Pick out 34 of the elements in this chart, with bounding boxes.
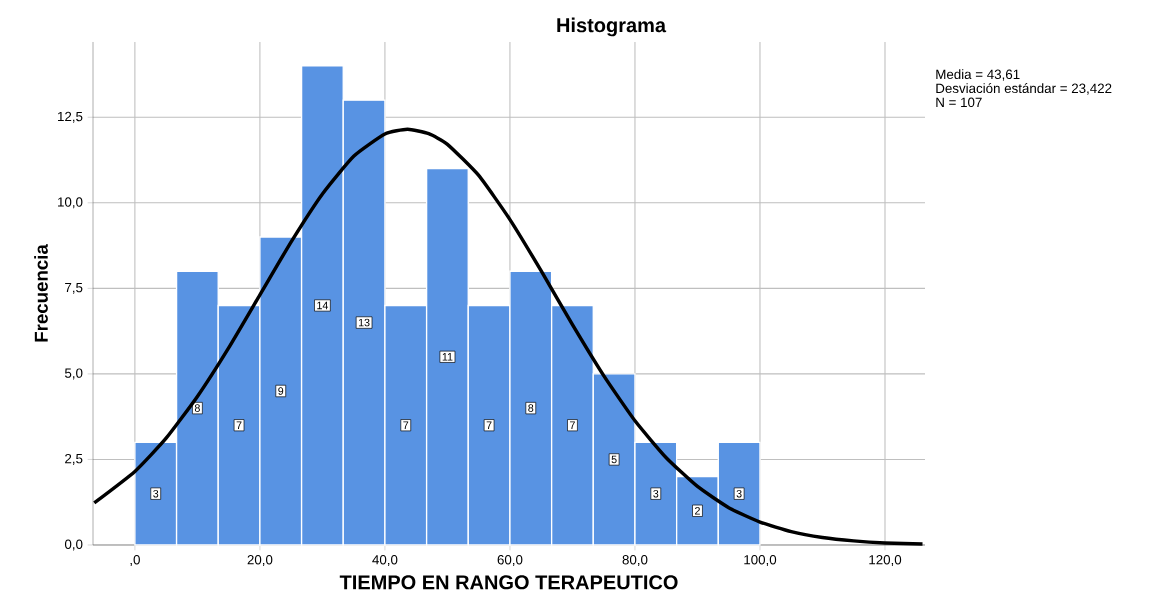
data-label: 2 — [695, 507, 700, 515]
data-label: 8 — [528, 404, 534, 412]
data-label: 3 — [153, 489, 159, 498]
data-label: 3 — [736, 489, 742, 498]
data-label: 14 — [317, 301, 329, 310]
data-label: 5 — [611, 455, 617, 464]
x-tick-label: 120,0 — [869, 555, 902, 567]
x-tick-label: 100,0 — [744, 555, 777, 567]
data-label: 7 — [236, 421, 242, 429]
x-tick-label: 60,0 — [497, 555, 523, 567]
x-tick-label: 80,0 — [622, 555, 648, 567]
y-tick-label: 5,0 — [64, 368, 83, 380]
y-axis-title: Frecuencia — [34, 244, 48, 342]
data-label: 3 — [653, 489, 659, 498]
data-label: 7 — [486, 421, 492, 429]
x-tick-label: 40,0 — [372, 555, 398, 567]
y-tick-label: 12,5 — [58, 111, 83, 123]
y-tick-label: 2,5 — [65, 453, 83, 465]
text: Desviación estándar = 23,422 — [936, 83, 1112, 95]
y-tick-label: 10,0 — [58, 197, 83, 209]
y-tick-label: 0,0 — [64, 539, 83, 551]
text: Media = 43,61 — [936, 69, 1020, 81]
y-tick-label: 7,5 — [65, 282, 83, 294]
text: N = 107 — [936, 97, 982, 108]
data-label: 11 — [442, 353, 453, 361]
x-tick-label: 20,0 — [247, 555, 273, 567]
chart-title: Histograma — [557, 17, 667, 37]
data-label: 9 — [278, 387, 284, 395]
x-axis-title: TIEMPO EN RANGO TERAPEUTICO — [339, 575, 678, 590]
x-tick-label: ,0 — [130, 555, 140, 567]
data-label: 7 — [403, 421, 409, 429]
data-label: 7 — [570, 421, 575, 429]
data-label: 13 — [358, 318, 370, 327]
data-label: 8 — [194, 404, 200, 412]
